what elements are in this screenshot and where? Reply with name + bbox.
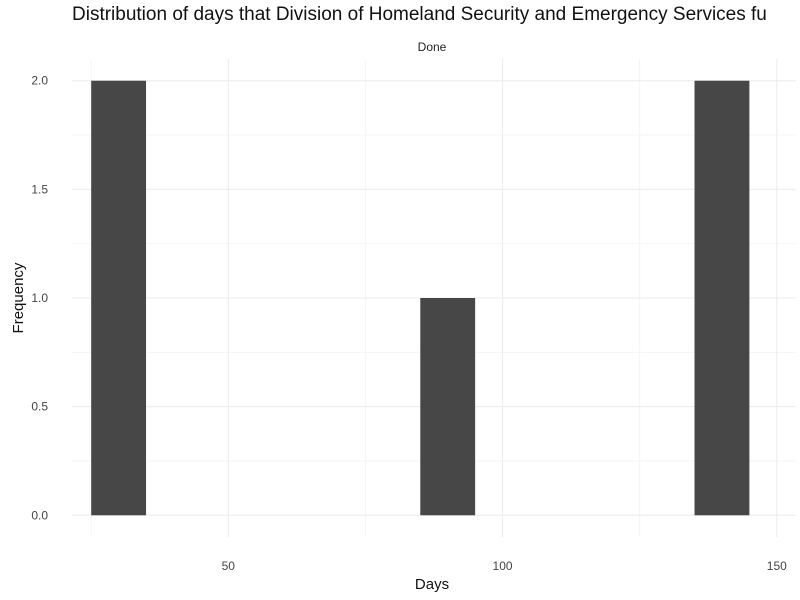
x-tick-label: 50 (222, 559, 236, 573)
y-tick-label: 1.0 (31, 291, 48, 305)
y-tick-labels: 0.0 0.5 1.0 1.5 2.0 (31, 74, 48, 523)
x-tick-label: 150 (767, 559, 787, 573)
y-tick-label: 1.5 (31, 182, 48, 196)
bars (91, 80, 750, 516)
x-tick-label: 100 (493, 559, 513, 573)
chart-title: Distribution of days that Division of Ho… (72, 4, 767, 25)
x-axis-title: Days (415, 576, 449, 593)
y-tick-label: 2.0 (31, 74, 48, 88)
histogram-bar (694, 80, 750, 516)
y-tick-label: 0.5 (31, 400, 48, 414)
facet-strip-label: Done (418, 40, 447, 54)
y-axis-title: Frequency (10, 262, 27, 333)
histogram-bar (91, 80, 147, 516)
y-tick-label: 0.0 (31, 508, 48, 522)
x-tick-labels: 50 100 150 (222, 559, 787, 573)
histogram-bar (420, 298, 476, 516)
